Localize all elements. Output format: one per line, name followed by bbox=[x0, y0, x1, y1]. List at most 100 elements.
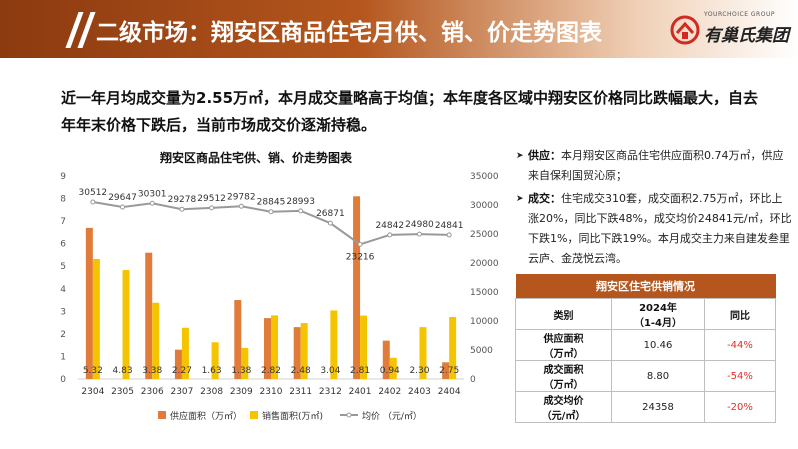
price-point bbox=[327, 220, 333, 226]
table-cell-yoy: -20% bbox=[704, 391, 776, 423]
sales-data-label: 2.82 bbox=[261, 366, 281, 376]
bullet-text: 本月翔安区商品住宅供应面积0.74万㎡，供应来自保利国贸沁原； bbox=[528, 149, 784, 182]
sales-bar bbox=[211, 342, 219, 379]
table-cell-label: 成交均价 （元/㎡） bbox=[515, 391, 612, 423]
bullet-arrow-icon: ➤ bbox=[516, 194, 524, 204]
price-point bbox=[209, 205, 215, 211]
y-right-tick-label: 30000 bbox=[470, 201, 499, 211]
legend-label-price: 均价 （元/㎡） bbox=[362, 410, 422, 422]
price-point bbox=[298, 208, 304, 214]
summary-text: 近一年月均成交量为2.55万㎡，本月成交量略高于均值；本年度各区域中翔安区价格同… bbox=[61, 89, 759, 134]
table-row: 成交面积 （万㎡） 8.80 -54% bbox=[515, 360, 776, 392]
y-left-tick-label: 0 bbox=[60, 375, 66, 385]
supply-bar bbox=[353, 196, 361, 379]
price-data-label: 30301 bbox=[138, 189, 167, 199]
sales-bar bbox=[330, 310, 338, 379]
price-point bbox=[416, 231, 422, 237]
x-tick-label: 2304 bbox=[81, 387, 104, 397]
table-cell-label: 成交面积 （万㎡） bbox=[515, 360, 612, 392]
table-cell-value: 24358 bbox=[611, 391, 705, 423]
supply-bar bbox=[382, 340, 390, 379]
price-data-label: 29647 bbox=[108, 193, 137, 203]
y-right-tick-label: 5000 bbox=[470, 346, 493, 356]
sales-data-label: 2.81 bbox=[350, 366, 370, 376]
table-cell-value: 8.80 bbox=[611, 360, 705, 392]
legend-marker-price bbox=[346, 412, 352, 418]
price-data-label: 24842 bbox=[375, 221, 404, 231]
table-row: 成交均价 （元/㎡） 24358 -20% bbox=[515, 391, 776, 423]
y-left-tick-label: 2 bbox=[60, 330, 66, 340]
sales-data-label: 2.30 bbox=[409, 366, 429, 376]
x-tick-label: 2309 bbox=[230, 387, 253, 397]
y-right-tick-label: 35000 bbox=[470, 172, 499, 182]
y-left-tick-label: 1 bbox=[60, 352, 66, 362]
sales-bar bbox=[300, 323, 308, 379]
sales-data-label: 1.63 bbox=[202, 366, 222, 376]
price-data-label: 26871 bbox=[316, 209, 345, 219]
x-tick-label: 2311 bbox=[289, 387, 312, 397]
chart-title: 翔安区商品住宅供、销、价走势图表 bbox=[160, 151, 353, 165]
supply-bar bbox=[264, 318, 271, 379]
company-logo: YOURCHOICE GROUP 有巢氏集团 bbox=[670, 11, 790, 51]
sales-bar bbox=[360, 315, 368, 379]
legend-swatch-supply bbox=[158, 411, 166, 419]
sales-bar bbox=[152, 302, 160, 379]
legend-label-supply: 供应面积（万㎡） bbox=[170, 410, 242, 422]
logo-chinese-text: 有巢氏集团 bbox=[704, 26, 789, 46]
table-cell-value: 10.46 bbox=[611, 329, 705, 361]
price-data-label: 29782 bbox=[227, 192, 256, 202]
table-cell-yoy: -54% bbox=[704, 360, 776, 392]
price-point bbox=[446, 232, 452, 238]
supply-sales-price-chart: 0 1 2 3 4 5 6 7 8 9 0 5000 10000 15000 20000 25000 30000… bbox=[60, 172, 499, 422]
bullet-text: 住宅成交310套，成交面积2.75万㎡，环比上涨20%，同比下跌48%，成交均价… bbox=[528, 192, 792, 265]
y-left-tick-label: 9 bbox=[60, 172, 66, 182]
sales-data-label: 4.83 bbox=[113, 366, 133, 376]
supply-bar bbox=[85, 227, 93, 379]
logo-mark-icon bbox=[670, 15, 700, 45]
x-tick-label: 2402 bbox=[378, 387, 401, 397]
x-tick-label: 2404 bbox=[438, 387, 461, 397]
price-point bbox=[268, 209, 274, 215]
supply-sales-table: 翔安区住宅供销情况 类别 2024年 （1-4月） 同比 供应面积 （万㎡） 1… bbox=[515, 274, 776, 423]
sales-bar bbox=[122, 270, 130, 379]
price-point bbox=[357, 241, 363, 247]
x-tick-label: 2308 bbox=[200, 387, 223, 397]
sales-data-label: 2.75 bbox=[439, 366, 459, 376]
x-tick-label: 2305 bbox=[111, 387, 134, 397]
bullet-arrow-icon: ➤ bbox=[516, 151, 524, 161]
table-caption: 翔安区住宅供销情况 bbox=[515, 274, 776, 299]
x-tick-label: 2312 bbox=[319, 387, 342, 397]
price-data-label: 28993 bbox=[286, 197, 315, 207]
sales-data-label: 5.32 bbox=[83, 366, 103, 376]
table-cell-yoy: -44% bbox=[704, 329, 776, 361]
x-tick-label: 2401 bbox=[349, 387, 372, 397]
sales-data-label: 0.94 bbox=[380, 366, 400, 376]
bullet-head: 供应： bbox=[528, 149, 561, 162]
y-right-tick-label: 25000 bbox=[470, 230, 499, 240]
y-left-tick-label: 5 bbox=[60, 262, 66, 272]
supply-bar bbox=[293, 327, 301, 379]
sales-data-label: 3.38 bbox=[142, 366, 162, 376]
y-right-tick-label: 15000 bbox=[470, 288, 499, 298]
supply-bar bbox=[234, 300, 242, 379]
supply-bar bbox=[174, 349, 182, 379]
table-header-yoy: 同比 bbox=[704, 298, 776, 330]
y-right-tick-label: 0 bbox=[470, 375, 476, 385]
y-right-tick-label: 20000 bbox=[470, 259, 499, 269]
legend-label-sales: 销售面积(万㎡) bbox=[262, 410, 323, 422]
x-tick-label: 2306 bbox=[141, 387, 164, 397]
price-data-label: 29278 bbox=[168, 195, 197, 205]
price-point bbox=[179, 206, 185, 212]
price-data-label: 24980 bbox=[405, 220, 434, 230]
price-data-label: 28845 bbox=[257, 198, 286, 208]
bullet-transaction: ➤ 成交：住宅成交310套，成交面积2.75万㎡，环比上涨20%，同比下跌48%… bbox=[516, 189, 792, 269]
x-tick-label: 2307 bbox=[170, 387, 193, 397]
sales-data-label: 2.27 bbox=[172, 366, 192, 376]
page-title: 二级市场：翔安区商品住宅月供、销、价走势图表 bbox=[96, 20, 602, 46]
price-point bbox=[120, 204, 126, 210]
y-right-tick-label: 10000 bbox=[470, 317, 499, 327]
sales-data-label: 3.04 bbox=[320, 366, 340, 376]
bullet-supply: ➤ 供应：本月翔安区商品住宅供应面积0.74万㎡，供应来自保利国贸沁原； bbox=[516, 146, 792, 186]
x-tick-label: 2403 bbox=[408, 387, 431, 397]
sales-bar bbox=[241, 347, 249, 379]
